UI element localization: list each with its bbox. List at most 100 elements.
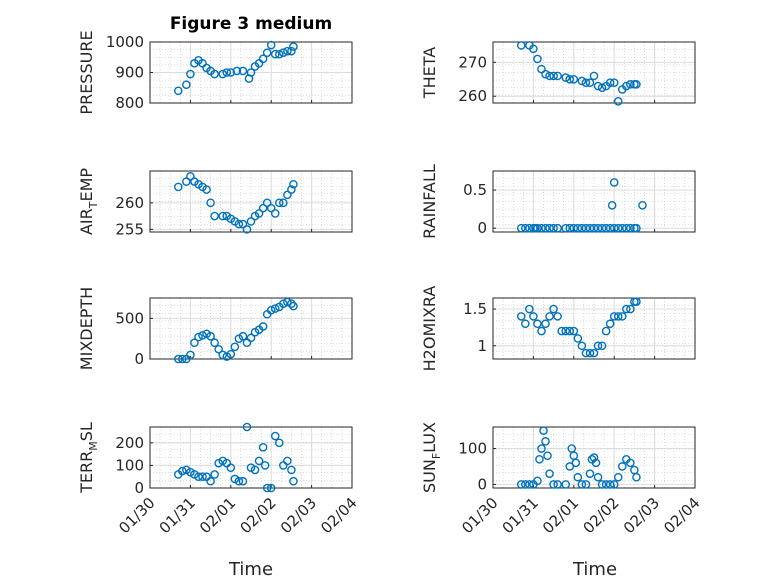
data-point (573, 472, 583, 482)
data-point (593, 81, 603, 91)
data-point (234, 476, 244, 486)
data-point (577, 76, 587, 86)
data-point (617, 462, 627, 471)
data-point (260, 461, 270, 470)
figure-title: Figure 3 medium (170, 14, 332, 34)
data-point (210, 470, 219, 479)
data-point (218, 350, 228, 360)
subplot-2: 260 270 THETA (420, 41, 696, 106)
data-point (561, 326, 571, 336)
data-point (589, 453, 599, 462)
data-point (569, 74, 579, 84)
data-point (613, 223, 623, 233)
y-axis-label-main: TERR (77, 451, 96, 494)
y-axis-label-main: PRESSURE (77, 30, 96, 114)
y-axis-label-rest: LUX (420, 422, 439, 453)
data-point (557, 326, 566, 336)
subplot-1: 800 900 1000 PRESSURE (77, 30, 353, 115)
data-point (258, 54, 268, 64)
data-point (613, 97, 623, 106)
data-point (206, 331, 215, 341)
data-point (535, 454, 544, 464)
data-point (533, 54, 542, 64)
data-point (585, 348, 595, 358)
y-tick-label: 0 (134, 479, 144, 497)
y-tick-label: 260 (458, 87, 487, 105)
y-axis-label-main: H2OMIXRA (420, 286, 439, 372)
y-axis-label-main: AIR (77, 208, 96, 235)
data-point (597, 83, 607, 93)
data-point (553, 71, 562, 81)
data-point (173, 86, 183, 96)
data-point (565, 326, 575, 336)
data-point (585, 223, 595, 233)
data-point (549, 223, 558, 233)
data-point (270, 49, 280, 59)
data-point (626, 458, 635, 468)
data-point (593, 223, 603, 233)
data-point (266, 40, 276, 50)
y-axis-label: MIXDEPTH (77, 287, 96, 370)
data-point (622, 81, 631, 91)
data-point (609, 480, 619, 489)
axes-box (149, 170, 353, 233)
data-point (198, 472, 207, 482)
subplot-4: 0 0.5 RAINFALL (420, 164, 696, 239)
data-point (561, 73, 571, 82)
y-axis-label: AIRTEMP (77, 168, 100, 235)
data-point (597, 341, 607, 351)
data-point (626, 80, 635, 89)
data-point (581, 78, 591, 87)
y-tick-label: 0.5 (463, 181, 487, 199)
data-point (206, 476, 215, 486)
data-point (597, 480, 607, 489)
data-point (549, 71, 558, 81)
data-point (178, 466, 187, 476)
y-axis-label-subscript: M (87, 441, 100, 451)
axes-box (149, 297, 353, 360)
data-point (565, 223, 575, 233)
data-point (283, 190, 292, 200)
data-point (279, 198, 288, 208)
subplot-3: 255 260 AIRTEMP (77, 168, 353, 238)
data-point (545, 71, 554, 81)
data-point (234, 219, 244, 229)
data-point (597, 223, 607, 233)
data-point (516, 41, 526, 50)
data-point (279, 48, 288, 57)
y-axis-label: RAINFALL (420, 164, 439, 239)
data-point (270, 304, 280, 313)
data-point (186, 172, 195, 181)
data-point (573, 223, 583, 233)
data-point (569, 326, 579, 336)
y-axis-label: H2OMIXRA (420, 286, 439, 372)
data-point (186, 350, 195, 360)
data-point (573, 334, 583, 343)
data-point (289, 476, 298, 486)
data-point (613, 312, 623, 321)
data-point (525, 223, 534, 233)
data-point (516, 312, 526, 321)
y-tick-label: 200 (115, 434, 144, 452)
data-point (537, 64, 546, 74)
data-point (609, 223, 619, 233)
data-point (238, 476, 248, 486)
data-point (202, 185, 211, 194)
data-point (609, 178, 619, 187)
data-point (182, 177, 191, 186)
data-point (258, 322, 268, 331)
data-point (274, 49, 284, 59)
data-point (605, 223, 615, 233)
data-point (258, 203, 268, 213)
data-point (545, 223, 554, 233)
data-point (206, 198, 215, 208)
y-axis-label-rest: SL (77, 422, 96, 441)
y-tick-label: 100 (458, 440, 487, 458)
data-point (246, 68, 256, 77)
data-point (539, 426, 548, 435)
data-point (178, 354, 187, 364)
data-point (238, 331, 248, 341)
data-point (549, 480, 558, 489)
y-axis-label-main: MIXDEPTH (77, 287, 96, 370)
